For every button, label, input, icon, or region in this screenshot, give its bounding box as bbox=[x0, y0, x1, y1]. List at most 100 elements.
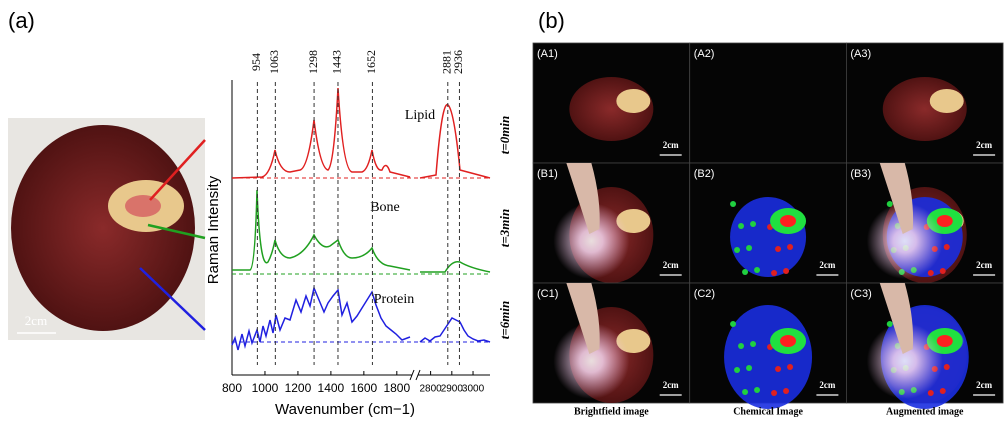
chem-dot bbox=[771, 390, 778, 396]
peak-label: 1063 bbox=[267, 50, 281, 74]
chem-dot bbox=[734, 367, 741, 373]
panel-label: (a) bbox=[8, 8, 35, 33]
tile-label: (B2) bbox=[694, 168, 715, 180]
chem-dot bbox=[746, 365, 753, 371]
probe-light bbox=[866, 323, 943, 399]
peak-label: 954 bbox=[249, 53, 263, 71]
spectra bbox=[231, 87, 491, 351]
chem-dot bbox=[750, 221, 757, 227]
chem-dot bbox=[754, 387, 761, 393]
tile: (A1) 2cm bbox=[532, 42, 691, 164]
tile-label: (B3) bbox=[850, 168, 871, 180]
column-caption: Brightfield image bbox=[574, 406, 649, 417]
chem-dot bbox=[730, 201, 737, 207]
chem-dot bbox=[775, 246, 782, 252]
x-axis-label: Wavenumber (cm−1) bbox=[275, 401, 415, 418]
tile: (C2) 2cm bbox=[689, 282, 847, 409]
tile-frame bbox=[689, 42, 847, 164]
scale-label: 2cm bbox=[976, 260, 992, 270]
chem-dot bbox=[738, 223, 745, 229]
tile-label: (A1) bbox=[537, 48, 558, 60]
x-tick-label: 800 bbox=[222, 381, 242, 395]
x-tick-label: 2800 bbox=[419, 384, 442, 395]
chem-lipid bbox=[780, 215, 797, 227]
tile-label: (C2) bbox=[694, 288, 715, 300]
scale-label: 2cm bbox=[663, 260, 679, 270]
x-tick-label: 1600 bbox=[351, 381, 378, 395]
hand bbox=[879, 163, 914, 234]
tile: (B3) 2cm bbox=[846, 162, 1004, 284]
peak-label: 1443 bbox=[330, 50, 344, 74]
chem-dot bbox=[787, 244, 794, 250]
tile: (A3) 2cm bbox=[846, 42, 1004, 164]
time-label: t=3min bbox=[497, 209, 512, 247]
probe-light bbox=[866, 203, 943, 279]
tile-label: (C3) bbox=[850, 288, 871, 300]
tile: (B1) 2cm bbox=[532, 162, 691, 284]
x-tick-label: 1200 bbox=[285, 381, 312, 395]
chem-dot bbox=[730, 321, 737, 327]
scale-label: 2cm bbox=[976, 380, 992, 390]
chem-dot bbox=[746, 245, 753, 251]
chem-dot bbox=[771, 270, 778, 276]
x-tick-label: 1800 bbox=[383, 381, 410, 395]
bone bbox=[929, 89, 964, 113]
tile: (B2) 2cm bbox=[689, 162, 847, 284]
spectrum-label: Lipid bbox=[405, 108, 435, 123]
chem-dot bbox=[939, 268, 946, 274]
x-tick-label: 1400 bbox=[318, 381, 345, 395]
spectrum-label: Protein bbox=[374, 292, 414, 307]
hand bbox=[566, 163, 600, 234]
specimen-photo bbox=[8, 118, 206, 340]
chem-dot bbox=[943, 364, 950, 370]
chem-dot bbox=[787, 364, 794, 370]
chem-dot bbox=[927, 390, 934, 396]
time-label: t=0min bbox=[497, 116, 512, 154]
x-tick-label: 1000 bbox=[252, 381, 279, 395]
peak-label: 2881 bbox=[440, 50, 454, 74]
probe-light bbox=[553, 203, 630, 279]
x-tick-label: 2900 bbox=[441, 384, 464, 395]
scale-label: 2cm bbox=[663, 140, 679, 150]
scale-label: 2cm bbox=[819, 260, 835, 270]
chem-dot bbox=[783, 388, 790, 394]
tile-label: (A2) bbox=[694, 48, 715, 60]
tile: (A2) bbox=[689, 42, 847, 164]
peak-label: 1652 bbox=[364, 50, 378, 74]
chem-dot bbox=[783, 268, 790, 274]
chem-lipid bbox=[936, 335, 953, 347]
tile-label: (A3) bbox=[850, 48, 871, 60]
chem-dot bbox=[738, 343, 745, 349]
tile-label: (B1) bbox=[537, 168, 558, 180]
time-label: t=6min bbox=[497, 301, 512, 339]
hand bbox=[566, 283, 600, 354]
scale-label: 2cm bbox=[819, 380, 835, 390]
scale-label: 2cm bbox=[976, 140, 992, 150]
chem-dot bbox=[943, 244, 950, 250]
chem-lipid bbox=[780, 335, 797, 347]
chem-dot bbox=[742, 269, 749, 275]
bone bbox=[616, 89, 651, 113]
peak-label: 2936 bbox=[451, 50, 465, 74]
peak-label: 1298 bbox=[306, 50, 320, 74]
scale-label: 2cm bbox=[25, 313, 47, 328]
chem-dot bbox=[775, 366, 782, 372]
chem-dot bbox=[754, 267, 761, 273]
tile-label: (C1) bbox=[537, 288, 558, 300]
panel-label: (b) bbox=[538, 8, 565, 33]
chem-dot bbox=[939, 388, 946, 394]
x-tick-label: 3000 bbox=[462, 384, 485, 395]
chem-dot bbox=[734, 247, 741, 253]
column-caption: Chemical Image bbox=[733, 406, 803, 417]
chem-dot bbox=[927, 270, 934, 276]
chem-dot bbox=[750, 341, 757, 347]
column-caption: Augmented image bbox=[886, 406, 964, 417]
chem-dot bbox=[742, 389, 749, 395]
probe-light bbox=[553, 323, 630, 399]
chem-map bbox=[724, 305, 813, 409]
hand bbox=[879, 283, 914, 354]
tile: (C1) 2cm bbox=[532, 282, 691, 404]
spectra-axes bbox=[231, 80, 490, 381]
y-axis-label: Raman Intensity bbox=[205, 175, 222, 284]
